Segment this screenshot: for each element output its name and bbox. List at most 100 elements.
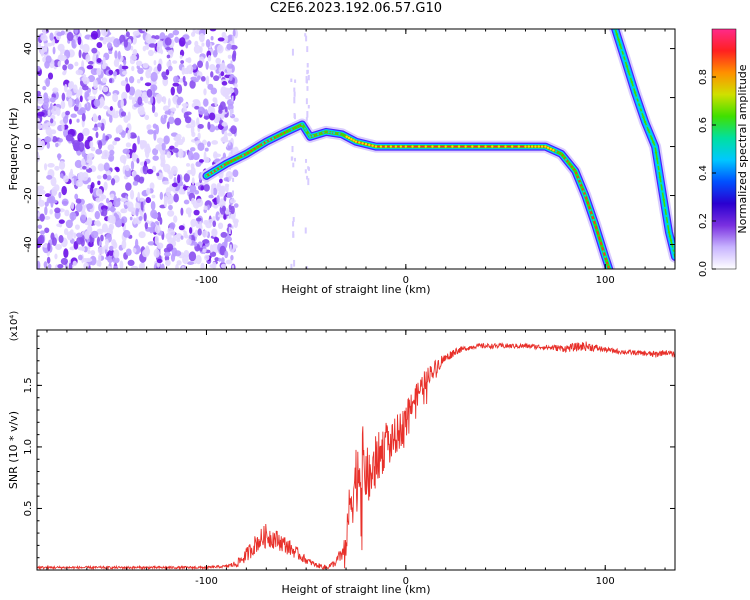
noise-blob [194,105,200,110]
ridge-dot [340,133,344,136]
noise-blob [113,58,120,68]
ridge-dot [332,131,336,135]
noise-blob [210,36,214,41]
noise-blob [191,197,195,205]
noise-blob [93,79,98,90]
noise-blob [197,60,204,69]
ridge-upper-right [608,29,675,263]
noise-blob [82,43,90,54]
noise-blob [38,46,46,55]
ridge-dot [643,120,647,124]
ridge-dot [635,96,638,99]
noise-blob [98,84,102,91]
noise-blob [166,243,174,252]
noise-blob [94,220,98,226]
noise-blob [109,149,115,156]
noise-blob [193,209,200,216]
noise-blob [44,227,50,234]
noise-blob [137,191,141,202]
ridge-dot [371,144,374,147]
ridge-dot [215,168,218,172]
colorbar-ticks: 0.0 0.2 0.4 0.6 0.8 [698,69,716,277]
ridge-dot [530,145,534,148]
ridge-dot [584,194,587,197]
noise-blob [207,83,214,90]
noise-blob [45,126,52,136]
noise-blob [121,70,128,76]
spectrogram-content [37,29,675,274]
noise-blob [185,207,192,215]
noise-blob [119,154,127,164]
noise-blob [90,250,96,256]
ridge-dot [251,148,255,152]
ridge-dot [379,145,383,148]
noise-blob [227,79,235,85]
noise-blob [87,96,95,101]
noise-blob [96,57,102,64]
noise-blob [126,153,131,160]
noise-blob [192,63,197,70]
noise-blob [112,257,120,264]
ridge-dot [562,155,565,158]
noise-blob [179,54,183,59]
ridge-dot [265,140,268,143]
noise-blob [172,147,179,153]
noise-streak [293,114,296,120]
noise-blob [165,187,171,197]
noise-blob [142,62,149,69]
noise-blob [103,162,110,172]
colorbar-label: Normalized spectral amplitude [736,64,749,233]
noise-blob [92,127,99,131]
noise-blob [54,207,61,214]
noise-blob [50,118,54,124]
ridge-dot [546,146,550,149]
noise-streak [293,91,296,97]
noise-blob [137,135,140,145]
noise-blob [132,30,141,36]
ridge-dot [544,145,547,148]
noise-streak [307,167,310,171]
ridge-dot [633,91,637,94]
noise-blob [142,165,147,172]
noise-blob [132,180,138,186]
noise-blob [98,240,102,247]
noise-streak [293,96,296,104]
noise-blob [149,182,155,190]
colorbar-tick-label: 0.2 [698,213,709,229]
ridge-dot [221,164,225,167]
noise-blob [107,201,113,209]
noise-blob [84,257,93,263]
noise-blob [75,198,82,204]
noise-blob [45,42,53,47]
ridge-dot [364,142,368,146]
ridge-dot [609,272,611,274]
noise-blob [185,42,189,49]
noise-blob [153,248,160,258]
ridge-dot [602,250,605,253]
noise-blob [186,163,191,167]
ridge-dot [632,86,635,89]
ridge-dot [316,133,320,136]
ridge-dot [569,164,572,167]
x-tick-label: 100 [596,576,615,587]
noise-blob [192,99,200,104]
noise-blob [123,59,127,66]
noise-blob [93,98,101,107]
noise-blob [37,139,42,148]
ridge-dot [668,235,672,238]
noise-blob [160,157,166,166]
noise-blob [207,54,212,62]
noise-blob [166,151,172,159]
noise-blob [86,65,94,70]
noise-blob [138,231,146,239]
noise-blob [169,230,176,236]
noise-blob [120,80,127,87]
ridge-dot [653,145,657,148]
noise-blob [180,60,185,64]
ridge-dot [345,135,348,138]
noise-blob [167,97,171,108]
ridge-dot [661,190,664,193]
snr-y-label: SNR (10 * v/v) [7,411,20,489]
ridge-dot [589,209,592,212]
